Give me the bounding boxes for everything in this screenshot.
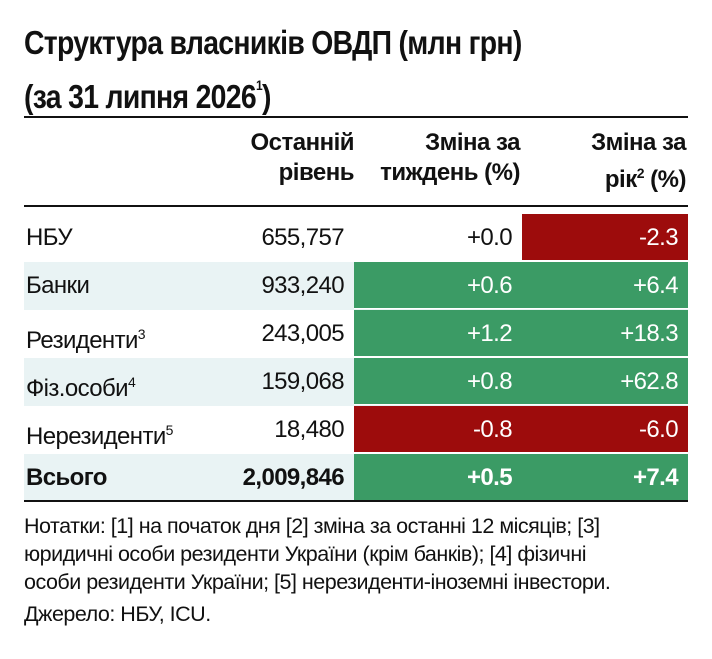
- chart-title: Структура власників ОВДП (млн грн) (за 3…: [24, 22, 600, 118]
- header-level-line1: Останній: [250, 129, 354, 156]
- week-change-value: -0.8: [354, 406, 522, 453]
- table-row: Фіз.особи4 159,068 +0.8 +62.8: [24, 358, 688, 406]
- week-change-value: +0.0: [467, 224, 513, 251]
- week-change-value: +0.8: [354, 358, 522, 405]
- week-change-value: +0.5: [354, 454, 522, 501]
- header-year-word: рік: [604, 166, 637, 193]
- header-level: Останній рівень: [214, 128, 354, 188]
- row-label-text: Банки: [26, 272, 90, 299]
- row-label-text: Нерезиденти: [26, 423, 166, 450]
- level-value: 159,068: [261, 368, 344, 395]
- level-value: 933,240: [261, 272, 344, 299]
- row-label: Банки: [26, 262, 90, 309]
- header-rule: [24, 205, 688, 207]
- title-date: (за 31 липня 2026: [24, 78, 257, 115]
- row-label-text: Фіз.особи: [26, 375, 129, 402]
- row-label-text: Всього: [26, 464, 107, 491]
- row-label: Резиденти3: [26, 310, 146, 357]
- year-change-value: +62.8: [522, 358, 688, 405]
- table-row: Всього 2,009,846 +0.5 +7.4: [24, 454, 688, 502]
- table-row: Банки 933,240 +0.6 +6.4: [24, 262, 688, 310]
- table-row: Нерезиденти5 18,480 -0.8 -6.0: [24, 406, 688, 454]
- header-year-line1: Зміна за: [591, 129, 686, 156]
- title-close-paren: ): [261, 78, 271, 115]
- level-value: 243,005: [261, 320, 344, 347]
- notes-line-3: особи резиденти України; [5] нерезиденти…: [24, 570, 611, 594]
- year-change-value: -2.3: [522, 214, 688, 261]
- row-footnote-mark: 5: [165, 422, 174, 438]
- notes-line-1: Нотатки: [1] на початок дня [2] зміна за…: [24, 514, 600, 538]
- row-footnote-mark: 3: [137, 326, 146, 342]
- row-label-text: НБУ: [26, 224, 73, 251]
- table-row: Резиденти3 243,005 +1.2 +18.3: [24, 310, 688, 358]
- year-change-value: +7.4: [522, 454, 688, 501]
- top-rule: [24, 116, 688, 118]
- row-label: Нерезиденти5: [26, 406, 173, 453]
- week-change-value: +1.2: [354, 310, 522, 357]
- header-week-line1: Зміна за: [425, 129, 520, 156]
- header-year-line2: рік2 (%): [498, 158, 687, 195]
- bottom-rule: [24, 500, 688, 502]
- week-change-value: +0.6: [354, 262, 522, 309]
- year-change-value: -6.0: [522, 406, 688, 453]
- notes: Нотатки: [1] на початок дня [2] зміна за…: [24, 512, 688, 596]
- row-label: Всього: [26, 454, 107, 501]
- notes-line-2: юридичні особи резиденти України (крім б…: [24, 542, 587, 566]
- title-line-2: (за 31 липня 20261): [24, 64, 600, 118]
- header-level-line2: рівень: [278, 159, 355, 186]
- title-line-1: Структура власників ОВДП (млн грн): [24, 24, 522, 61]
- header-year: Зміна за рік2 (%): [498, 128, 686, 195]
- header-year-footnote-mark: 2: [636, 165, 645, 181]
- level-value: 2,009,846: [242, 464, 345, 491]
- row-label-text: Резиденти: [26, 327, 138, 354]
- table-row: НБУ 655,757 +0.0 -2.3: [24, 214, 688, 262]
- header-year-unit: (%): [644, 166, 686, 193]
- row-label: Фіз.особи4: [26, 358, 136, 405]
- level-value: 655,757: [261, 224, 344, 251]
- year-change-value: +6.4: [522, 262, 688, 309]
- row-label: НБУ: [26, 214, 73, 261]
- header-week-line2: тиждень (%): [380, 159, 520, 186]
- year-change-value: +18.3: [522, 310, 688, 357]
- row-footnote-mark: 4: [127, 374, 136, 390]
- level-value: 18,480: [274, 416, 344, 443]
- source-note: Джерело: НБУ, ICU.: [24, 602, 211, 626]
- header-week: Зміна за тиждень (%): [330, 128, 520, 188]
- title-footnote-mark: 1: [255, 77, 263, 93]
